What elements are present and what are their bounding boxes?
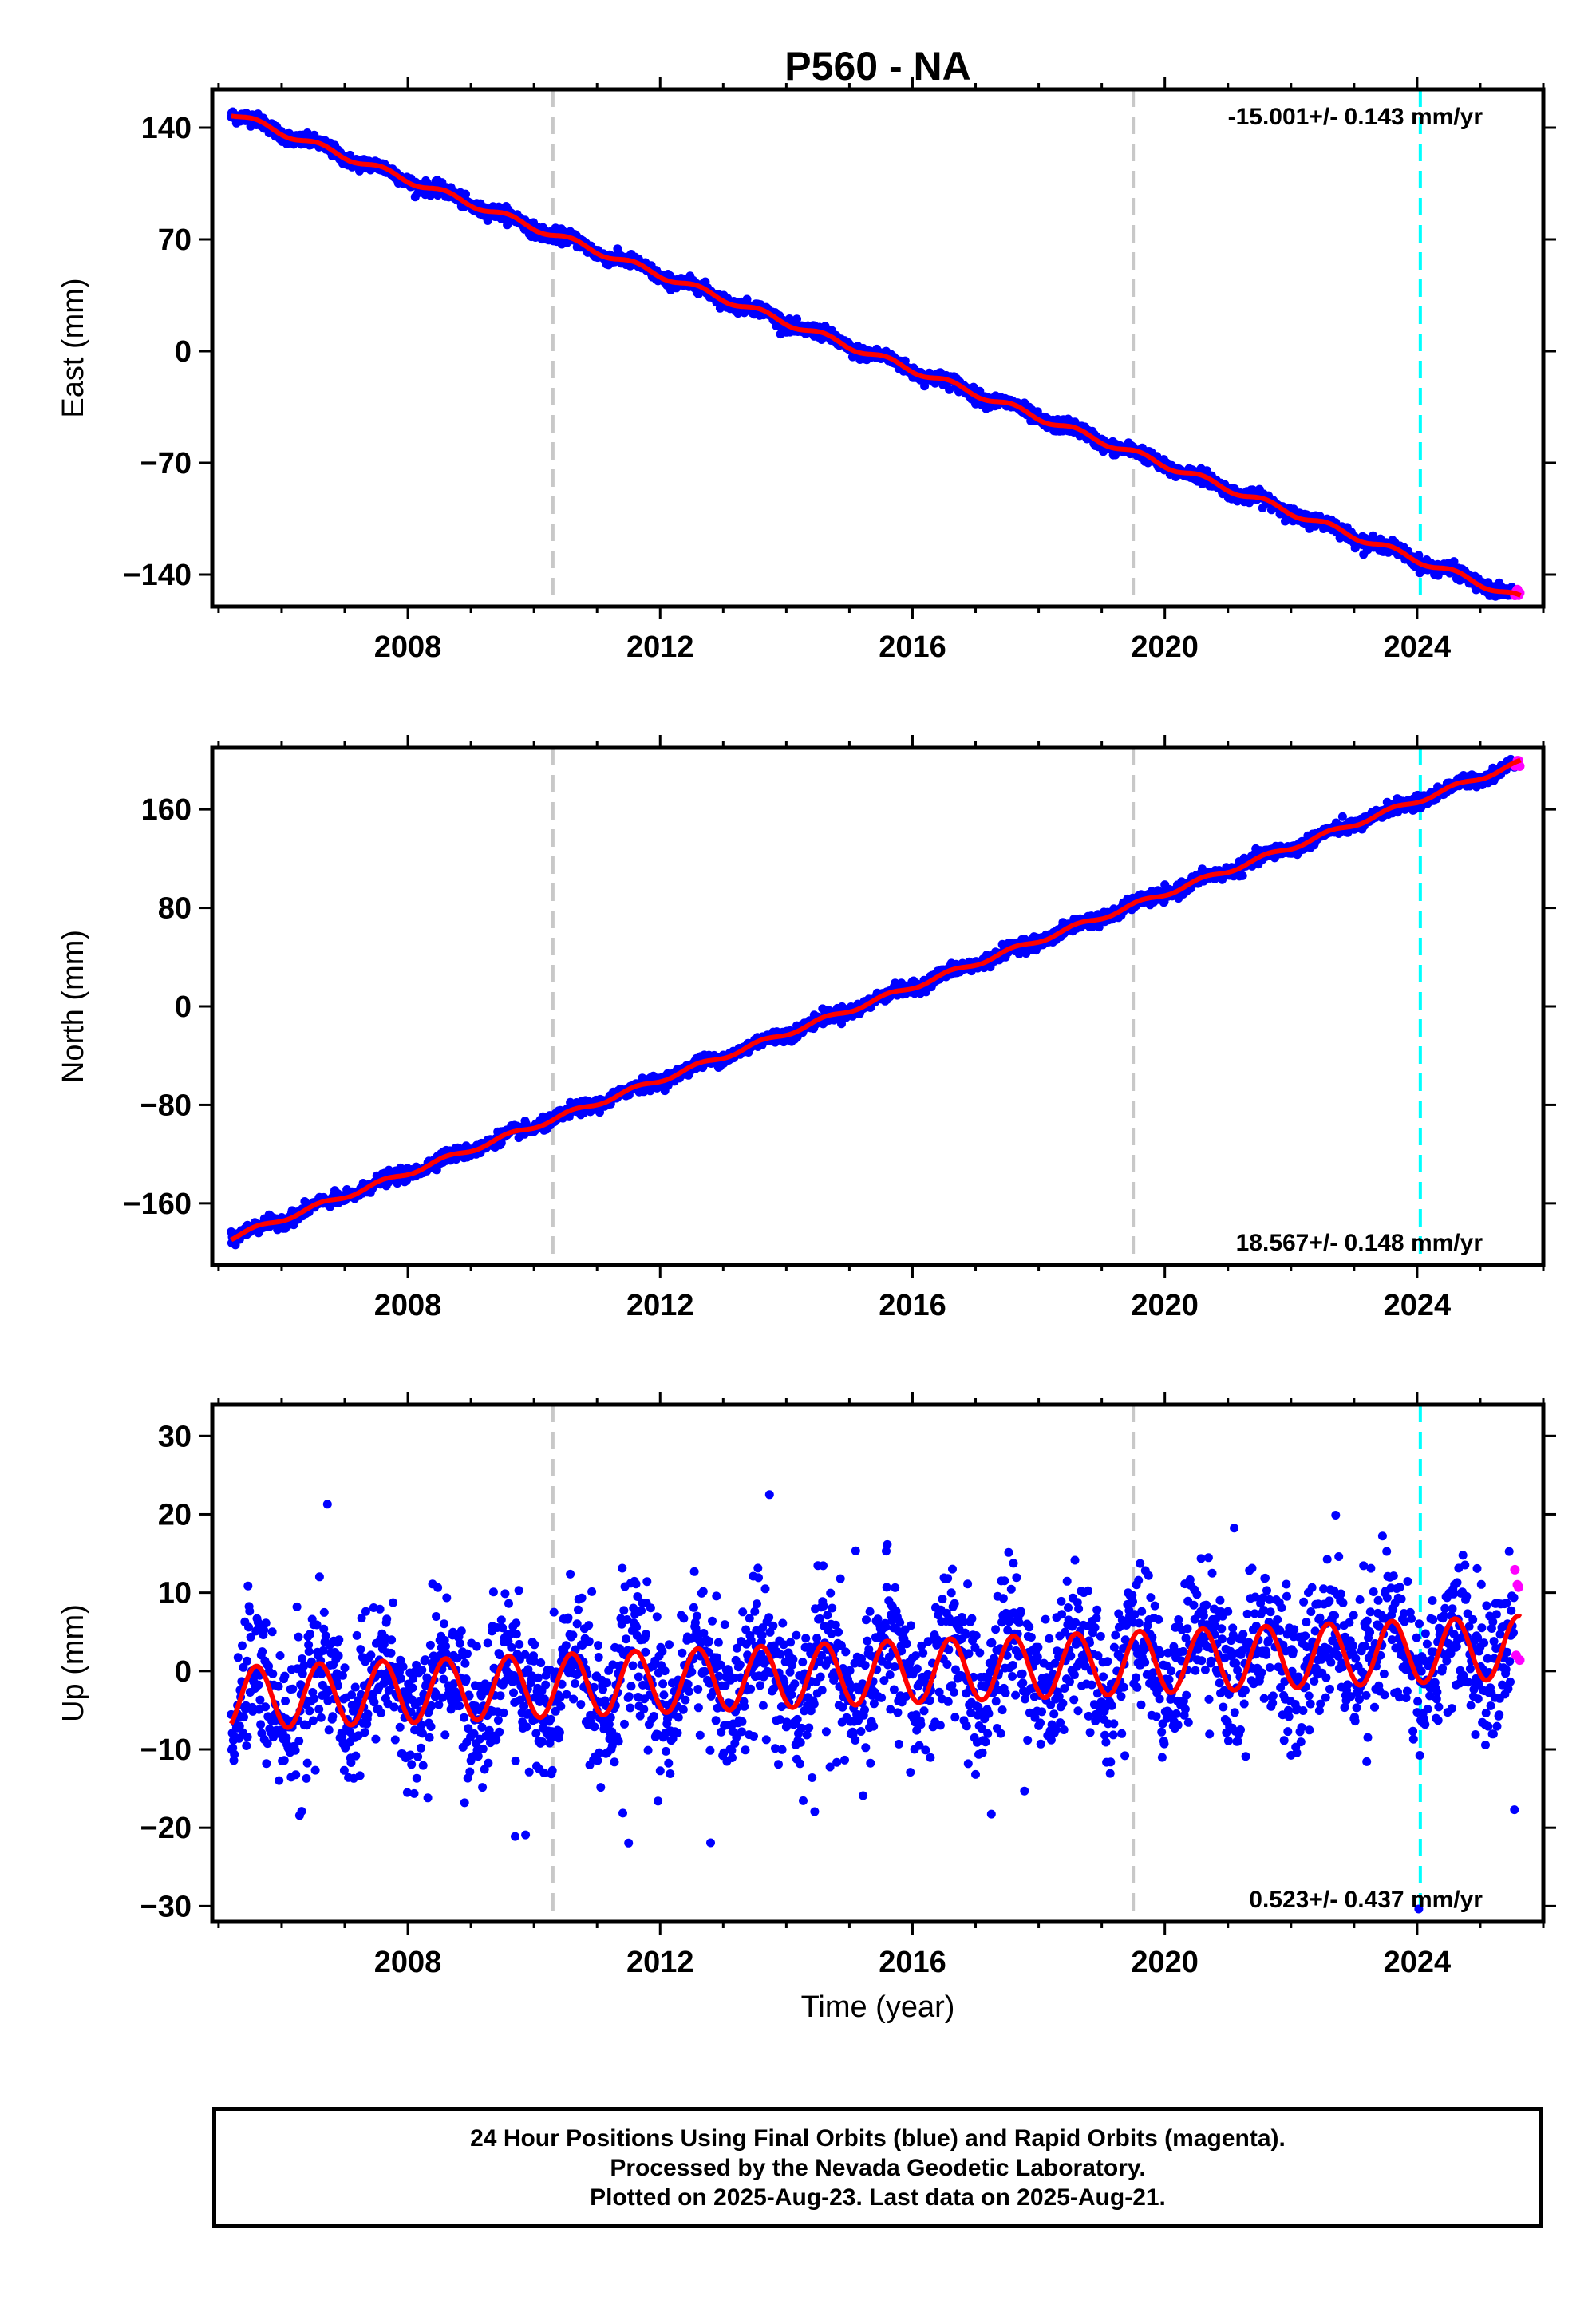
up-y-tick-label: 0 [175, 1655, 192, 1689]
up-frame [210, 1402, 1546, 1924]
up-panel: −30 −20 −10 0 10 20 30 2008 2012 2016 2020 2024 Up (… [57, 1392, 1556, 1979]
north-x-tick-label: 2008 [374, 1289, 442, 1322]
north-x-tick-label: 2012 [626, 1289, 694, 1322]
up-plot-area [227, 1405, 1525, 1922]
east-panel: −140 −70 0 70 140 2008 2012 2016 2020 2024 East (m… [57, 77, 1556, 664]
up-y-axis-label: Up (mm) [57, 1604, 90, 1722]
north-y-tick-label: 160 [141, 793, 192, 827]
up-x-tick-label: 2020 [1131, 1946, 1199, 1979]
footer-line-processed: Processed by the Nevada Geodetic Laborat… [610, 2154, 1146, 2181]
up-final-orbit-points [227, 1490, 1519, 1914]
north-x-tick-label: 2024 [1384, 1289, 1452, 1322]
east-y-tick-label: 140 [141, 112, 192, 145]
north-y-tick-label: 80 [158, 892, 192, 926]
footer-line-plotted: Plotted on 2025-Aug-23. Last data on 202… [590, 2184, 1166, 2211]
up-y-tick-label: −10 [140, 1733, 192, 1767]
up-x-tick-label: 2008 [374, 1946, 442, 1979]
east-y-tick-label: −140 [123, 559, 192, 592]
up-y-tick-label: 10 [158, 1577, 192, 1611]
east-frame [210, 87, 1546, 609]
north-y-tick-label: −160 [123, 1188, 192, 1221]
up-y-tick-label: 30 [158, 1420, 192, 1453]
east-model-fit-line [230, 113, 1522, 598]
east-x-tick-label: 2008 [374, 630, 442, 664]
footer-line-orbits: 24 Hour Positions Using Final Orbits (bl… [470, 2124, 1286, 2152]
footer-info-box: 24 Hour Positions Using Final Orbits (bl… [212, 2107, 1543, 2228]
north-x-tick-label: 2020 [1131, 1289, 1199, 1322]
east-x-tick-label: 2020 [1131, 630, 1199, 664]
up-y-tick-label: 20 [158, 1498, 192, 1531]
up-rate-label: 0.523+/- 0.437 mm/yr [1249, 1887, 1483, 1913]
up-x-tick-label: 2012 [626, 1946, 694, 1979]
up-x-tick-label: 2024 [1384, 1946, 1452, 1979]
up-y-tick-label: −20 [140, 1812, 192, 1845]
north-panel: −160 −80 0 80 160 2008 2012 2016 2020 2024 North (… [57, 735, 1556, 1322]
north-x-tick-label: 2016 [879, 1289, 946, 1322]
north-y-axis-label: North (mm) [57, 930, 90, 1083]
east-x-tick-label: 2012 [626, 630, 694, 664]
up-rapid-orbit-points [1510, 1564, 1525, 1666]
east-y-axis-label: East (mm) [57, 278, 90, 417]
x-axis-label: Time (year) [801, 1990, 955, 2024]
north-y-tick-label: 0 [175, 990, 192, 1024]
east-y-tick-label: 0 [175, 335, 192, 369]
north-model-fit-line [230, 757, 1522, 1243]
north-plot-area [227, 748, 1525, 1265]
east-y-tick-label: 70 [158, 223, 192, 257]
east-plot-area [227, 89, 1525, 607]
north-rate-label: 18.567+/- 0.148 mm/yr [1236, 1230, 1483, 1256]
east-x-tick-label: 2016 [879, 630, 946, 664]
up-model-fit-line [229, 1614, 1523, 1730]
up-x-tick-label: 2016 [879, 1946, 946, 1979]
east-rate-label: -15.001+/- 0.143 mm/yr [1228, 104, 1483, 130]
east-y-tick-label: −70 [140, 447, 192, 480]
up-y-tick-label: −30 [140, 1890, 192, 1923]
east-x-tick-label: 2024 [1384, 630, 1452, 664]
north-y-tick-label: −80 [140, 1089, 192, 1122]
chart-title: P560 - NA [784, 44, 970, 89]
